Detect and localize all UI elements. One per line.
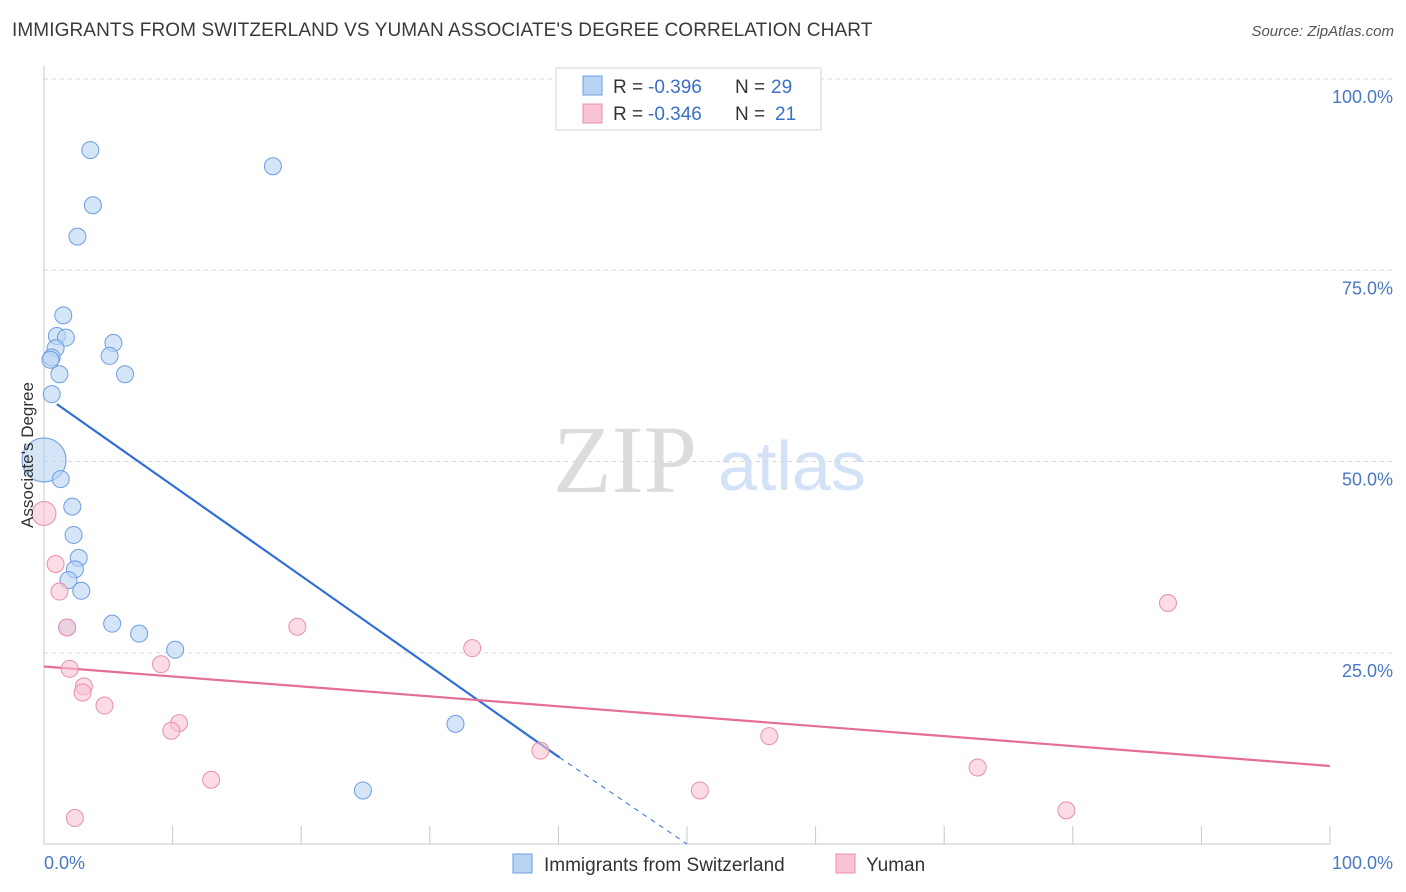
point-switzerland: [54, 306, 73, 325]
point-yuman: [73, 683, 92, 702]
point-switzerland: [103, 614, 122, 633]
point-yuman: [31, 501, 57, 527]
point-yuman: [1057, 801, 1076, 820]
y-tick-label: 50.0%: [1342, 470, 1393, 490]
point-switzerland: [446, 714, 465, 733]
bottom-legend-swatch-pink: [835, 853, 856, 874]
point-switzerland: [50, 365, 69, 384]
trend-lines: [43, 403, 1331, 845]
point-switzerland: [21, 437, 67, 483]
point-switzerland: [353, 781, 372, 800]
x-tick-label: 0.0%: [44, 853, 85, 873]
watermark-zip: ZIP: [553, 406, 697, 513]
trend-line-extension: [559, 757, 688, 845]
point-yuman: [65, 808, 84, 827]
point-yuman: [968, 758, 987, 777]
bottom-legend-label: Immigrants from Switzerland: [544, 855, 785, 876]
legend-r-value: -0.346: [648, 104, 702, 125]
trend-line-switzerland: [56, 403, 561, 759]
data-points: [21, 141, 1177, 827]
legend-swatch-pink: [582, 103, 603, 124]
legend-r-label: R =: [613, 104, 643, 125]
point-switzerland: [83, 196, 102, 215]
point-switzerland: [64, 525, 83, 544]
legend-n-value: 21: [775, 104, 796, 125]
point-switzerland: [41, 350, 60, 369]
point-yuman: [58, 618, 77, 637]
y-axis-label: Associate's Degree: [18, 382, 37, 528]
point-switzerland: [81, 141, 100, 160]
point-yuman: [463, 639, 482, 658]
point-yuman: [95, 696, 114, 715]
legend-n-value: 29: [771, 77, 792, 98]
legend-n-label: N =: [735, 104, 765, 125]
point-yuman: [760, 727, 779, 746]
bottom-legend-label: Yuman: [866, 855, 925, 876]
legend-n-label: N =: [735, 77, 765, 98]
legend-r-label: R =: [613, 77, 643, 98]
point-switzerland: [263, 157, 282, 176]
point-yuman: [202, 770, 221, 789]
point-switzerland: [72, 581, 91, 600]
point-yuman: [152, 655, 171, 674]
watermark-atlas: atlas: [718, 427, 866, 505]
series-legend: Immigrants from Switzerland Yuman: [512, 853, 925, 876]
y-tick-label: 75.0%: [1342, 278, 1393, 298]
point-switzerland: [51, 470, 70, 489]
point-switzerland: [68, 227, 87, 246]
correlation-legend: R = -0.396 N = 29 R = -0.346 N = 21: [555, 67, 822, 131]
source-label: Source: ZipAtlas.com: [1251, 23, 1394, 40]
legend-r-value: -0.396: [648, 77, 702, 98]
x-tick-label: 100.0%: [1332, 853, 1393, 873]
point-switzerland: [166, 640, 185, 659]
point-yuman: [690, 781, 709, 800]
grid-lines: [44, 78, 1393, 654]
point-yuman: [50, 582, 69, 601]
trend-line-yuman: [43, 665, 1331, 768]
point-yuman: [46, 555, 65, 574]
point-switzerland: [100, 346, 119, 365]
point-yuman: [531, 741, 550, 760]
chart-title: IMMIGRANTS FROM SWITZERLAND VS YUMAN ASS…: [12, 20, 873, 41]
point-switzerland: [130, 624, 149, 643]
y-tick-label: 25.0%: [1342, 661, 1393, 681]
point-yuman: [162, 721, 181, 740]
point-switzerland: [63, 497, 82, 516]
legend-swatch-blue: [582, 75, 603, 96]
point-switzerland: [116, 365, 135, 384]
point-switzerland: [42, 385, 61, 404]
y-tick-label: 100.0%: [1332, 87, 1393, 107]
point-yuman: [60, 659, 79, 678]
point-yuman: [288, 617, 307, 636]
point-yuman: [1158, 594, 1177, 613]
tick-labels: 100.0% 75.0% 50.0% 25.0% 0.0% 100.0%: [44, 87, 1393, 873]
bottom-legend-swatch-blue: [512, 853, 533, 874]
